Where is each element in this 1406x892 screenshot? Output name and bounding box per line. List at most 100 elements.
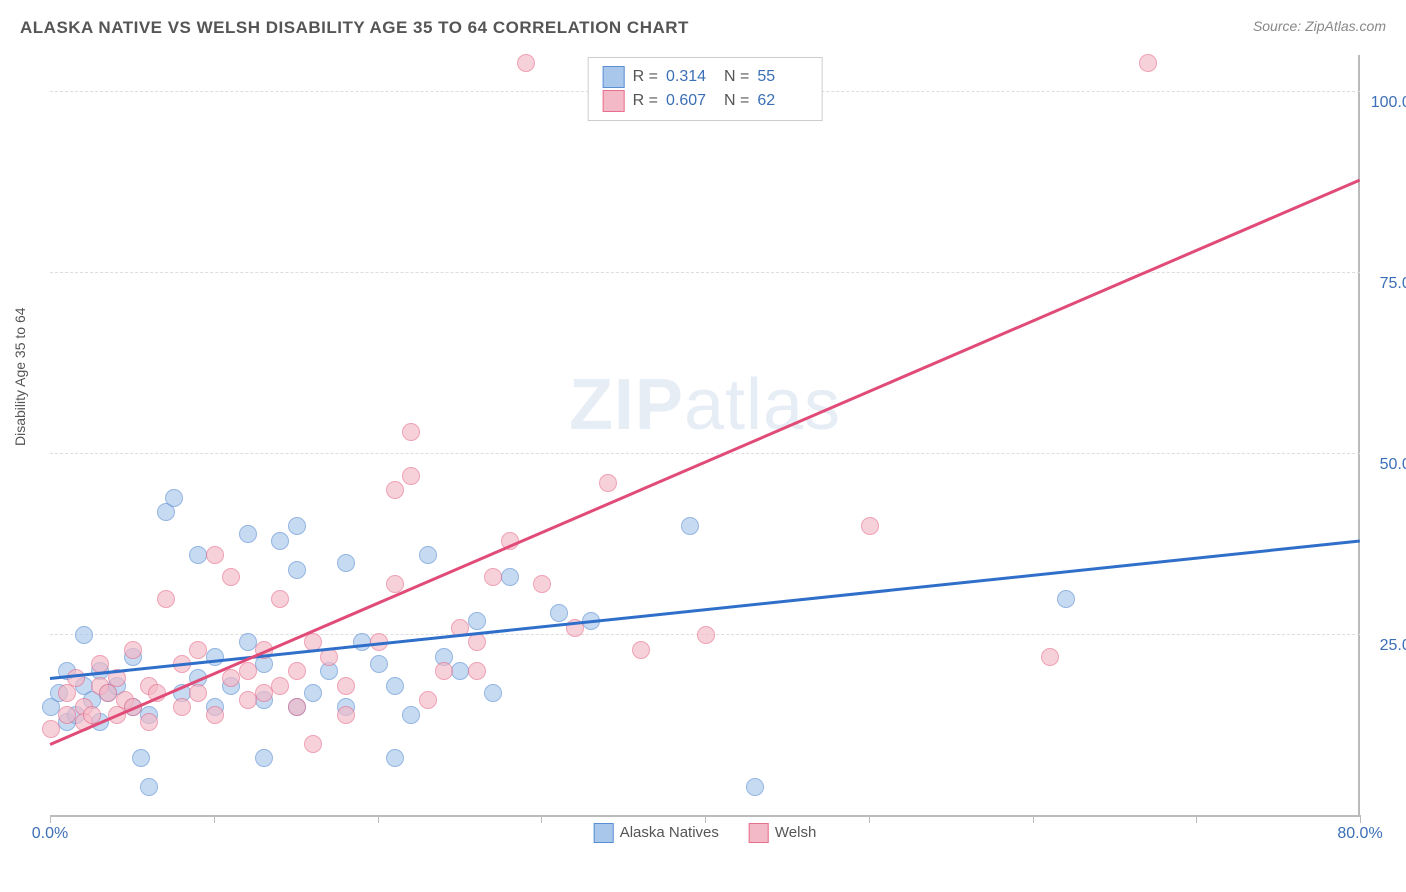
scatter-point-alaska	[165, 489, 183, 507]
legend-r-value: 0.314	[666, 68, 716, 86]
plot-area: ZIPatlas R =0.314N =55R =0.607N =62 Alas…	[50, 55, 1360, 817]
scatter-point-alaska	[271, 532, 289, 550]
scatter-point-welsh	[861, 517, 879, 535]
scatter-point-alaska	[288, 517, 306, 535]
scatter-point-alaska	[402, 706, 420, 724]
scatter-point-welsh	[222, 568, 240, 586]
scatter-point-welsh	[222, 669, 240, 687]
scatter-point-alaska	[386, 749, 404, 767]
scatter-point-alaska	[386, 677, 404, 695]
x-tick-mark	[214, 815, 215, 823]
scatter-point-welsh	[697, 626, 715, 644]
x-tick-mark	[705, 815, 706, 823]
x-tick-mark	[1360, 815, 1361, 823]
scatter-point-welsh	[517, 54, 535, 72]
scatter-point-welsh	[304, 735, 322, 753]
scatter-point-welsh	[419, 691, 437, 709]
series-legend: Alaska Natives Welsh	[594, 823, 817, 843]
scatter-point-welsh	[402, 467, 420, 485]
scatter-point-welsh	[239, 662, 257, 680]
scatter-point-alaska	[370, 655, 388, 673]
y-tick-label: 75.0%	[1380, 275, 1406, 293]
scatter-point-welsh	[189, 641, 207, 659]
scatter-point-welsh	[468, 662, 486, 680]
legend-n-label: N =	[724, 68, 749, 86]
scatter-point-welsh	[42, 720, 60, 738]
scatter-point-welsh	[124, 641, 142, 659]
series-legend-label: Alaska Natives	[620, 824, 719, 841]
scatter-point-alaska	[337, 554, 355, 572]
title-bar: ALASKA NATIVE VS WELSH DISABILITY AGE 35…	[20, 18, 1386, 48]
watermark-atlas: atlas	[684, 365, 841, 445]
source-label: Source: ZipAtlas.com	[1253, 18, 1386, 34]
scatter-point-welsh	[402, 423, 420, 441]
legend-swatch-icon	[749, 823, 769, 843]
legend-r-label: R =	[633, 68, 658, 86]
legend-n-label: N =	[724, 92, 749, 110]
scatter-point-alaska	[746, 778, 764, 796]
scatter-point-welsh	[239, 691, 257, 709]
x-tick-mark	[50, 815, 51, 823]
scatter-point-alaska	[206, 648, 224, 666]
legend-r-value: 0.607	[666, 92, 716, 110]
watermark: ZIPatlas	[569, 364, 841, 446]
correlation-legend: R = 0.314 N = 55 R = 0.607 N = 62	[588, 57, 823, 121]
scatter-point-alaska	[288, 561, 306, 579]
scatter-point-welsh	[189, 684, 207, 702]
scatter-point-alaska	[255, 749, 273, 767]
gridline-h	[50, 453, 1360, 454]
scatter-point-welsh	[386, 481, 404, 499]
scatter-point-alaska	[140, 778, 158, 796]
scatter-point-welsh	[533, 575, 551, 593]
legend-r-label: R =	[633, 92, 658, 110]
scatter-point-alaska	[451, 662, 469, 680]
scatter-point-welsh	[271, 590, 289, 608]
chart-title: ALASKA NATIVE VS WELSH DISABILITY AGE 35…	[20, 18, 689, 37]
series-legend-label: Welsh	[775, 824, 816, 841]
scatter-point-welsh	[288, 662, 306, 680]
scatter-point-alaska	[239, 633, 257, 651]
x-tick-mark	[541, 815, 542, 823]
scatter-point-welsh	[140, 713, 158, 731]
x-tick-mark	[869, 815, 870, 823]
scatter-point-welsh	[58, 706, 76, 724]
series-legend-item-welsh: Welsh	[749, 823, 816, 843]
y-axis-label: Disability Age 35 to 64	[12, 307, 28, 446]
scatter-point-welsh	[288, 698, 306, 716]
legend-n-value: 55	[757, 68, 807, 86]
legend-swatch-icon	[603, 66, 625, 88]
scatter-point-alaska	[189, 546, 207, 564]
watermark-zip: ZIP	[569, 365, 684, 445]
scatter-point-alaska	[468, 612, 486, 630]
scatter-point-welsh	[484, 568, 502, 586]
scatter-point-alaska	[304, 684, 322, 702]
scatter-point-alaska	[353, 633, 371, 651]
scatter-point-alaska	[681, 517, 699, 535]
legend-swatch-icon	[594, 823, 614, 843]
scatter-point-welsh	[255, 684, 273, 702]
legend-swatch-icon	[603, 90, 625, 112]
y-tick-label: 100.0%	[1371, 94, 1406, 112]
gridline-h	[50, 272, 1360, 273]
scatter-point-welsh	[468, 633, 486, 651]
scatter-point-alaska	[132, 749, 150, 767]
series-legend-item-alaska: Alaska Natives	[594, 823, 719, 843]
y-tick-label: 50.0%	[1380, 456, 1406, 474]
scatter-point-alaska	[550, 604, 568, 622]
scatter-point-alaska	[75, 626, 93, 644]
y-tick-label: 25.0%	[1380, 637, 1406, 655]
x-tick-mark	[1033, 815, 1034, 823]
scatter-point-welsh	[206, 546, 224, 564]
scatter-point-welsh	[206, 706, 224, 724]
x-tick-mark	[1196, 815, 1197, 823]
legend-n-value: 62	[757, 92, 807, 110]
scatter-point-welsh	[67, 669, 85, 687]
scatter-point-welsh	[632, 641, 650, 659]
right-axis-border	[1358, 55, 1360, 815]
scatter-point-welsh	[337, 677, 355, 695]
scatter-point-welsh	[173, 698, 191, 716]
scatter-point-alaska	[1057, 590, 1075, 608]
scatter-point-alaska	[239, 525, 257, 543]
trend-line-welsh	[50, 178, 1361, 745]
scatter-point-welsh	[1139, 54, 1157, 72]
